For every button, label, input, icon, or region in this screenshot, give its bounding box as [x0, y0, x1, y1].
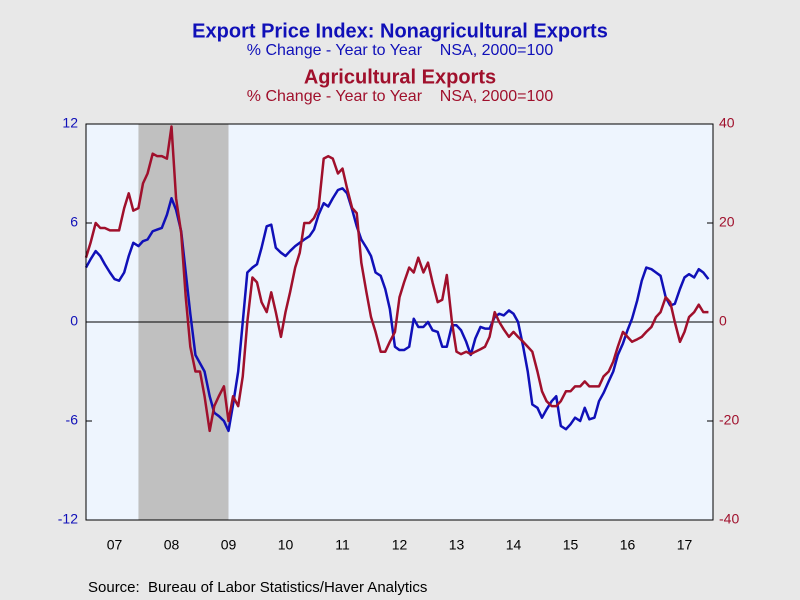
- x-tick-label: 10: [278, 537, 294, 553]
- x-tick-label: 09: [221, 537, 237, 553]
- x-tick-label: 16: [620, 537, 636, 553]
- x-tick-label: 15: [563, 537, 579, 553]
- x-tick-label: 07: [107, 537, 123, 553]
- y-tick-label: 6: [70, 214, 78, 230]
- chart-subtitle-2: % Change - Year to Year NSA, 2000=100: [247, 88, 554, 105]
- chart-title-2: Agricultural Exports: [304, 66, 496, 88]
- y-tick-label: 12: [62, 115, 78, 131]
- x-tick-label: 14: [506, 537, 522, 553]
- x-tick-label: 17: [677, 537, 693, 553]
- y2-tick-label: 20: [719, 214, 735, 230]
- x-tick-label: 13: [449, 537, 465, 553]
- y-tick-label: -6: [66, 412, 79, 428]
- source: Source: Bureau of Labor Statistics/Haver…: [88, 579, 427, 596]
- y2-tick-label: 0: [719, 313, 727, 329]
- x-tick-label: 11: [335, 537, 350, 553]
- series-line: [84, 125, 709, 433]
- y2-tick-label: -20: [719, 412, 739, 428]
- chart-subtitle: % Change - Year to Year NSA, 2000=100: [247, 42, 554, 59]
- y2-tick-label: -40: [719, 511, 739, 527]
- y2-tick-label: 40: [719, 115, 735, 131]
- series-line: [84, 187, 710, 433]
- y-tick-label: -12: [58, 511, 78, 527]
- chart-title: Export Price Index: Nonagricultural Expo…: [192, 20, 608, 42]
- x-tick-label: 12: [392, 537, 408, 553]
- y-tick-label: 0: [70, 313, 78, 329]
- x-tick-label: 08: [164, 537, 180, 553]
